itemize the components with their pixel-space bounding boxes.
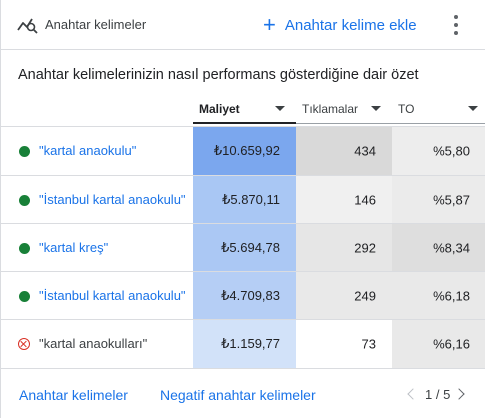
column-header-ctr-label: TO [398,102,415,116]
table-row: "kartal kreş" ₺5.694,78 292 %8,34 [1,223,485,271]
table-row: "İstanbul kartal anaokulu" ₺5.870,11 146… [1,175,485,223]
column-header-clicks-label: Tıklamalar [302,102,359,116]
enabled-status-icon [19,146,30,157]
card-header: Anahtar kelimeler + Anahtar kelime ekle [1,0,485,50]
ctr-cell: %5,80 [392,127,485,175]
keyword-search-icon [17,18,38,34]
clicks-value: 73 [361,336,376,352]
keywords-link[interactable]: Anahtar kelimeler [19,387,128,403]
cost-cell: ₺1.159,77 [193,320,296,368]
cost-value: ₺1.159,77 [221,336,280,351]
cost-value: ₺10.659,92 [213,143,280,158]
add-keyword-label: Anahtar kelime ekle [284,16,417,34]
card-title: Anahtar kelimeler [45,17,147,32]
ctr-value: %6,18 [433,288,470,303]
keyword-link[interactable]: "kartal kreş" [39,239,109,255]
keyword-cell: "kartal anaokulu" [1,127,193,175]
ctr-value: %8,34 [433,240,470,255]
keyword-link[interactable]: "İstanbul kartal anaokulu" [39,287,186,303]
column-header-clicks[interactable]: Tıklamalar [296,95,392,124]
add-keyword-button[interactable]: + Anahtar kelime ekle [263,12,417,38]
ctr-cell: %6,16 [392,320,485,368]
cost-value: ₺5.870,11 [222,191,280,207]
table-row: "İstanbul kartal anaokulu" ₺4.709,83 249… [1,271,485,319]
column-header-cost[interactable]: Maliyet [193,95,296,124]
keyword-cell: "kartal kreş" [1,224,193,271]
keyword-link[interactable]: "kartal anaokulu" [39,143,137,158]
cost-cell: ₺10.659,92 [193,127,296,175]
cost-cell: ₺5.870,11 [193,176,296,223]
clicks-cell: 73 [296,320,392,368]
ctr-value: %5,87 [433,192,470,207]
clicks-value: 249 [354,288,376,303]
enabled-status-icon [19,194,30,206]
more-options-icon[interactable] [448,13,464,37]
card-footer: Anahtar kelimeler Negatif anahtar kelime… [1,368,485,418]
plus-icon: + [263,12,276,37]
ctr-cell: %5,87 [392,176,485,223]
keyword-cell: "İstanbul kartal anaokulu" [1,176,193,223]
chevron-right-icon[interactable] [454,385,468,403]
ctr-cell: %6,18 [392,272,485,319]
clicks-cell: 146 [296,176,392,223]
negative-keywords-link[interactable]: Negatif anahtar kelimeler [160,387,316,403]
enabled-status-icon [19,242,30,254]
dropdown-arrow-icon [371,106,381,111]
pagination: 1 / 5 [405,385,468,403]
cost-value: ₺4.709,83 [221,287,280,303]
keyword-cell: "İstanbul kartal anaokulu" [1,272,193,319]
cost-value: ₺5.694,78 [221,239,280,255]
clicks-value: 292 [354,240,376,255]
column-header-cost-label: Maliyet [199,102,240,116]
keyword-link[interactable]: "İstanbul kartal anaokulu" [39,191,186,207]
chevron-left-icon[interactable] [405,385,419,403]
page-indicator: 1 / 5 [425,386,451,402]
ctr-value: %5,80 [433,143,470,159]
dropdown-arrow-icon [275,106,285,111]
ctr-cell: %8,34 [392,224,485,271]
clicks-cell: 292 [296,224,392,271]
ctr-value: %6,16 [433,336,470,352]
clicks-value: 434 [354,143,376,159]
cost-cell: ₺4.709,83 [193,272,296,319]
enabled-status-icon [19,290,30,302]
clicks-value: 146 [354,192,376,207]
summary-subtitle: Anahtar kelimelerinizin nasıl performans… [18,67,419,83]
keyword-text: "kartal anaokulları" [39,336,148,351]
cost-cell: ₺5.694,78 [193,224,296,271]
keyword-cell: "kartal anaokulları" [1,320,193,368]
column-header-ctr[interactable]: TO [392,95,485,124]
table-row: "kartal anaokulları" ₺1.159,77 73 %6,16 [1,319,485,368]
removed-status-icon [18,338,30,350]
dropdown-arrow-icon [468,106,478,111]
clicks-cell: 249 [296,272,392,319]
clicks-cell: 434 [296,127,392,175]
table-row: "kartal anaokulu" ₺10.659,92 434 %5,80 [1,126,485,175]
